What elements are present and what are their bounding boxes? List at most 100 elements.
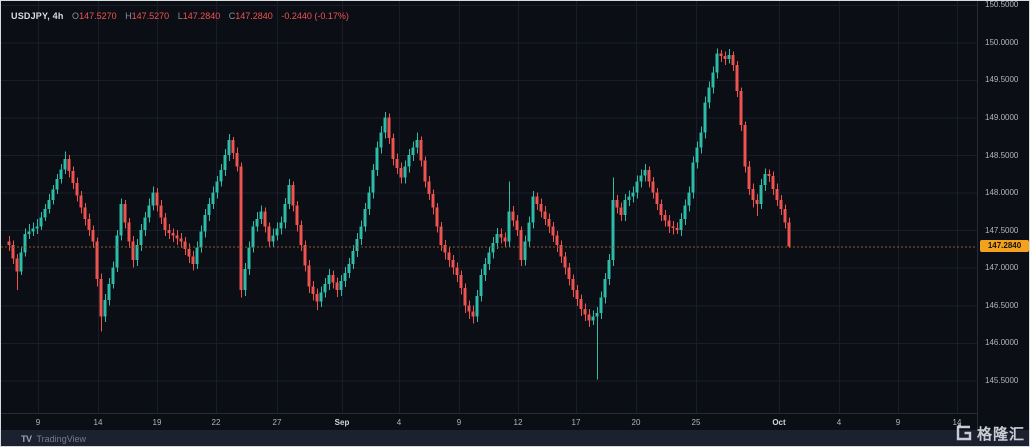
candle xyxy=(403,160,407,184)
price-axis-label: 149.5000 xyxy=(985,75,1019,85)
candle xyxy=(547,213,551,234)
price-axis-label: 146.0000 xyxy=(985,338,1019,348)
candle xyxy=(623,194,627,222)
time-axis-label: 27 xyxy=(272,418,282,427)
candle xyxy=(467,300,471,319)
close-label: C xyxy=(228,11,236,21)
candle xyxy=(599,291,603,319)
candle xyxy=(55,173,59,195)
time-axis-month-label: Oct xyxy=(772,418,786,427)
candle xyxy=(631,186,635,203)
candle xyxy=(491,236,495,259)
candle xyxy=(31,222,35,237)
candle xyxy=(255,212,259,232)
candle xyxy=(507,181,511,247)
candle xyxy=(455,262,459,282)
candle xyxy=(151,186,155,211)
candle xyxy=(563,251,567,275)
open-label: O xyxy=(72,11,80,21)
candle xyxy=(95,237,99,287)
time-axis-month-label: Sep xyxy=(334,418,350,427)
candle xyxy=(463,283,467,313)
candle xyxy=(511,206,515,227)
candle xyxy=(579,294,583,316)
time-axis-label: 9 xyxy=(456,418,462,427)
candle xyxy=(615,194,619,214)
candle xyxy=(199,225,203,253)
candle xyxy=(63,151,67,174)
candle xyxy=(619,202,623,222)
candle xyxy=(215,176,219,199)
candle xyxy=(267,222,271,248)
candle xyxy=(207,197,211,222)
low-value: 147.2840 xyxy=(182,11,221,21)
symbol-title[interactable]: USDJPY, 4h xyxy=(11,11,64,21)
time-axis-label: 14 xyxy=(952,418,962,427)
ohlc-legend: USDJPY, 4h O147.5270 H147.5270 L147.2840… xyxy=(11,10,349,22)
candle xyxy=(611,177,615,267)
candle xyxy=(663,209,667,227)
candle xyxy=(411,141,415,162)
candle xyxy=(351,245,355,270)
candle xyxy=(11,240,15,264)
candle xyxy=(739,87,743,132)
candle xyxy=(363,203,367,232)
candle xyxy=(647,166,651,188)
time-axis-label: 9 xyxy=(35,418,41,427)
candle xyxy=(595,306,599,380)
candle xyxy=(51,185,55,205)
candle xyxy=(707,81,711,109)
candle xyxy=(143,212,147,237)
candle xyxy=(47,194,51,214)
candle xyxy=(759,179,763,210)
candle xyxy=(775,183,779,207)
time-axis-label: 20 xyxy=(631,418,641,427)
candle xyxy=(731,51,735,71)
candle xyxy=(371,164,375,199)
candle xyxy=(627,190,631,207)
candle xyxy=(355,233,359,258)
candle xyxy=(683,199,687,225)
candle xyxy=(483,257,487,282)
time-axis-label: 4 xyxy=(396,418,402,427)
price-axis[interactable]: 147.2840 150.5000 150.0000 149.5000 149.000… xyxy=(977,1,1029,430)
candle xyxy=(335,277,339,297)
candle xyxy=(23,228,27,257)
tradingview-logo[interactable]: TV TradingView xyxy=(21,434,86,444)
candle xyxy=(343,266,347,288)
candle xyxy=(319,286,323,307)
candle xyxy=(659,199,663,222)
candle xyxy=(587,309,591,328)
high-label: H xyxy=(125,11,132,21)
price-axis-label: 147.5000 xyxy=(985,225,1019,235)
time-axis-label: 9 xyxy=(895,418,901,427)
time-axis-label: 25 xyxy=(691,418,701,427)
candle xyxy=(159,200,163,225)
candle xyxy=(427,176,431,201)
candle xyxy=(679,212,683,237)
candle xyxy=(591,310,595,325)
time-axis[interactable]: 9 14 19 22 27 Sep 4 9 12 17 20 25 Oct 4 9 14 xyxy=(1,413,1029,430)
candle xyxy=(747,161,751,195)
candle xyxy=(387,113,391,144)
candle xyxy=(643,164,647,182)
candle xyxy=(167,224,171,240)
candle xyxy=(443,239,447,260)
price-axis-label: 147.0000 xyxy=(985,263,1019,273)
candle xyxy=(231,137,235,159)
time-axis-label: 19 xyxy=(152,418,162,427)
candle xyxy=(783,204,787,229)
candle xyxy=(339,275,343,297)
candle xyxy=(535,192,539,210)
candle xyxy=(279,216,283,235)
candle xyxy=(735,61,739,98)
candle xyxy=(15,254,19,291)
price-axis-label: 150.0000 xyxy=(985,37,1019,47)
candle xyxy=(699,126,703,154)
candle xyxy=(543,206,547,225)
chart-canvas[interactable] xyxy=(1,1,977,413)
candle xyxy=(307,260,311,294)
candle xyxy=(583,303,587,322)
candle xyxy=(175,230,179,246)
candle xyxy=(295,200,299,232)
